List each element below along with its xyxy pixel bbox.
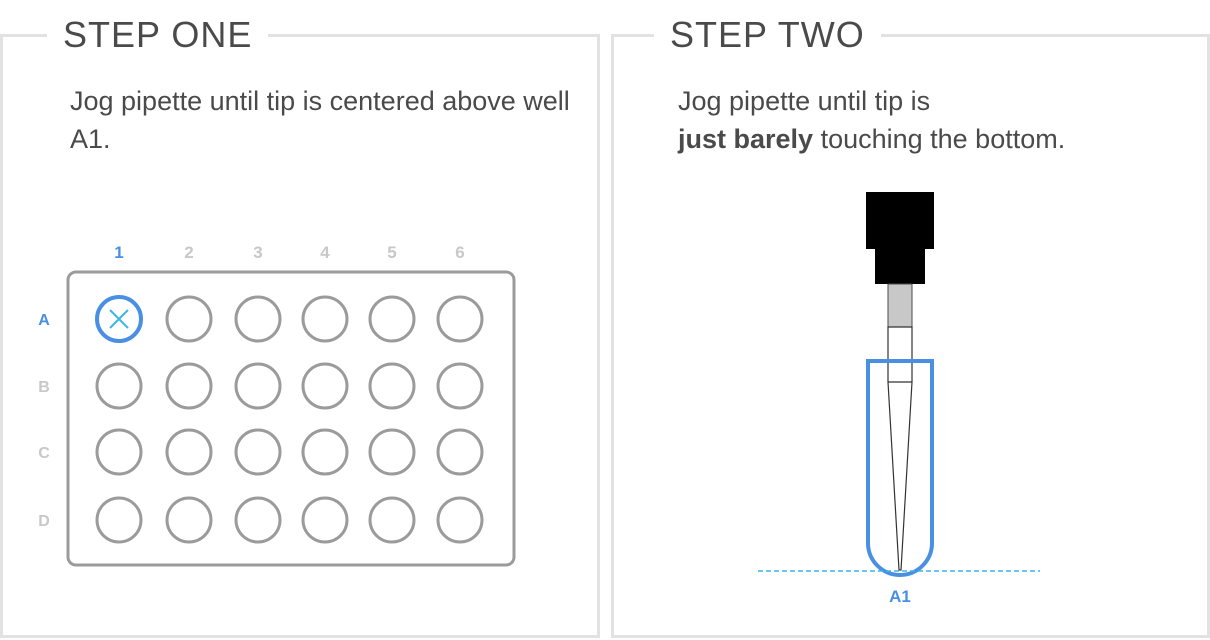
column-label-4: 4 (320, 243, 330, 262)
column-label-5: 5 (387, 243, 396, 262)
step-two-title: STEP TWO (654, 15, 881, 55)
step-two-instruction-line1: Jog pipette until tip is (678, 86, 931, 116)
well-a3 (234, 295, 282, 343)
column-label-6: 6 (455, 243, 464, 262)
step-one-title: STEP ONE (47, 15, 269, 55)
column-label-1: 1 (114, 243, 123, 262)
well-b3 (234, 362, 282, 410)
well-b4 (301, 362, 349, 410)
pipette-diagram: A1 (758, 192, 1040, 606)
pipette-neck (875, 248, 925, 284)
row-label-b: B (38, 379, 50, 396)
well-a6 (436, 295, 484, 343)
pipette-body (866, 192, 934, 249)
x-icon (109, 309, 129, 329)
step-two-instruction-rest: touching the bottom. (813, 124, 1066, 154)
well-c5 (368, 428, 416, 476)
step-two-instruction-emphasis: just barely (678, 124, 814, 154)
well-d2 (165, 496, 213, 544)
well-d1 (95, 496, 143, 544)
pipette-shaft (887, 283, 913, 328)
well-c3 (234, 428, 282, 476)
row-label-a: A (38, 312, 50, 329)
well-a4 (301, 295, 349, 343)
well-d5 (368, 496, 416, 544)
well-d6 (436, 496, 484, 544)
column-label-3: 3 (253, 243, 262, 262)
well-b2 (165, 362, 213, 410)
well-c2 (165, 428, 213, 476)
well-cross-section (866, 359, 934, 577)
step-one-panel: STEP ONE Jog pipette until tip is center… (0, 15, 600, 638)
well-label: A1 (889, 587, 911, 606)
column-label-2: 2 (184, 243, 193, 262)
row-label-c: C (38, 445, 50, 462)
well-c6 (436, 428, 484, 476)
plate-outline (66, 270, 516, 567)
well-b6 (436, 362, 484, 410)
well-b5 (368, 362, 416, 410)
well-d4 (301, 496, 349, 544)
well-c1 (95, 428, 143, 476)
well-c4 (301, 428, 349, 476)
row-label-d: D (38, 513, 50, 530)
step-two-panel: STEP TWO Jog pipette until tip is just b… (611, 15, 1210, 638)
step-one-instruction: Jog pipette until tip is centered above … (70, 86, 570, 154)
well-a5 (368, 295, 416, 343)
pipette-tip (887, 326, 913, 571)
well-plate: 1 2 3 4 5 6 A B C D (38, 243, 516, 567)
well-d3 (234, 496, 282, 544)
well-a1 (95, 295, 143, 343)
well-a2 (165, 295, 213, 343)
well-b1 (95, 362, 143, 410)
step-two-instruction: Jog pipette until tip is just barely tou… (678, 82, 1198, 158)
